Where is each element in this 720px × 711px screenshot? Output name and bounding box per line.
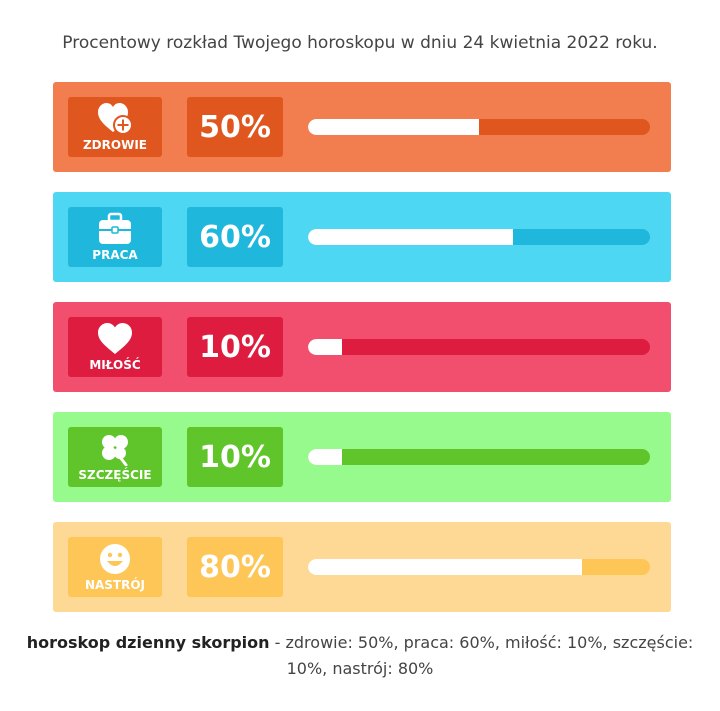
category-badge-nastroj: NASTRÓJ <box>68 537 162 597</box>
percent-value: 50% <box>187 97 283 157</box>
category-label: SZCZĘŚCIE <box>78 468 152 482</box>
summary-bold: horoskop dzienny skorpion <box>26 633 270 652</box>
category-badge-praca: PRACA <box>68 207 162 267</box>
clover-icon <box>102 435 128 466</box>
category-badge-zdrowie: ZDROWIE <box>68 97 162 157</box>
percent-value: 10% <box>187 317 283 377</box>
summary-rest: - zdrowie: 50%, praca: 60%, miłość: 10%,… <box>269 633 694 678</box>
progress-fill <box>308 449 343 465</box>
progress-bar <box>308 229 650 245</box>
category-label: ZDROWIE <box>82 138 147 152</box>
row-praca: PRACA 60% <box>53 192 671 282</box>
row-szczescie: SZCZĘŚCIE 10% <box>53 412 671 502</box>
category-badge-milosc: MIŁOŚĆ <box>68 317 162 377</box>
progress-fill <box>308 559 582 575</box>
progress-fill <box>308 339 343 355</box>
category-label: PRACA <box>92 248 138 262</box>
horoscope-rows: ZDROWIE 50% PRACA 60% MIŁOŚĆ <box>53 82 671 632</box>
progress-bar <box>308 339 650 355</box>
smiley-icon <box>100 544 130 574</box>
heart-plus-icon <box>98 103 133 135</box>
progress-fill <box>308 119 479 135</box>
page-title: Procentowy rozkład Twojego horoskopu w d… <box>62 33 658 53</box>
heart-icon <box>98 323 132 354</box>
percent-value: 60% <box>187 207 283 267</box>
category-badge-szczescie: SZCZĘŚCIE <box>68 427 162 487</box>
percent-value: 10% <box>187 427 283 487</box>
progress-fill <box>308 229 514 245</box>
progress-bar <box>308 119 650 135</box>
category-label: NASTRÓJ <box>84 578 146 592</box>
briefcase-icon <box>99 212 131 244</box>
progress-bar <box>308 449 650 465</box>
row-nastroj: NASTRÓJ 80% <box>53 522 671 612</box>
row-zdrowie: ZDROWIE 50% <box>53 82 671 172</box>
percent-value: 80% <box>187 537 283 597</box>
row-milosc: MIŁOŚĆ 10% <box>53 302 671 392</box>
category-label: MIŁOŚĆ <box>89 358 141 372</box>
progress-bar <box>308 559 650 575</box>
summary-text: horoskop dzienny skorpion - zdrowie: 50%… <box>20 630 700 682</box>
